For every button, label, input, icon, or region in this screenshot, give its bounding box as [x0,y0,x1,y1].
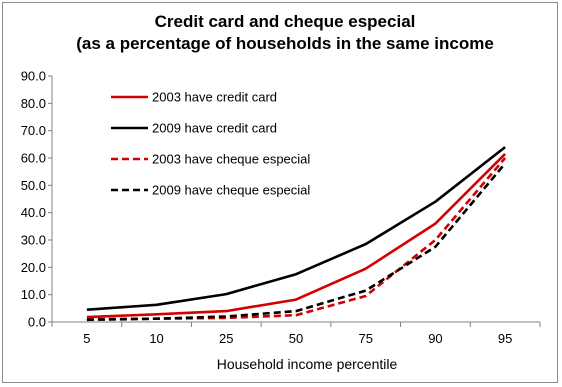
x-axis-label: Household income percentile [217,356,398,372]
y-tick-label: 20.0 [21,260,46,275]
x-tick-label: 5 [83,331,90,346]
y-tick-label: 90.0 [21,69,46,84]
y-tick-label: 60.0 [21,151,46,166]
series-line-4 [86,162,507,322]
legend-label-2: 2009 have credit card [152,121,277,136]
y-tick-label: 10.0 [21,287,46,302]
legend-label-3: 2003 have cheque especial [152,152,310,167]
y-tick-label: 70.0 [21,123,46,138]
legend: 2003 have credit card 2009 have credit ca… [111,90,310,198]
x-tick-label: 10 [149,331,163,346]
y-tick-label: 0.0 [28,315,46,330]
y-axis: 0.0 10.0 20.0 30.0 40.0 50.0 60.0 70.0 80.0 90.0 [21,69,53,330]
y-tick-label: 50.0 [21,178,46,193]
legend-label-4: 2009 have cheque especial [152,183,310,198]
y-tick-label: 30.0 [21,233,46,248]
x-axis: 5 10 25 50 75 90 95 [51,321,541,346]
x-tick-label: 95 [498,331,512,346]
x-tick-label: 25 [219,331,233,346]
y-tick-label: 40.0 [21,205,46,220]
series-line-1 [86,152,507,319]
series-layer [86,146,507,322]
legend-label-1: 2003 have credit card [152,90,277,105]
chart-subtitle: (as a percentage of households in the sa… [76,34,494,53]
chart-title: Credit card and cheque especial [155,12,416,31]
x-tick-label: 90 [428,331,442,346]
series-line-2 [86,146,506,311]
y-tick-label: 80.0 [21,96,46,111]
x-tick-label: 50 [289,331,303,346]
x-tick-label: 75 [358,331,372,346]
